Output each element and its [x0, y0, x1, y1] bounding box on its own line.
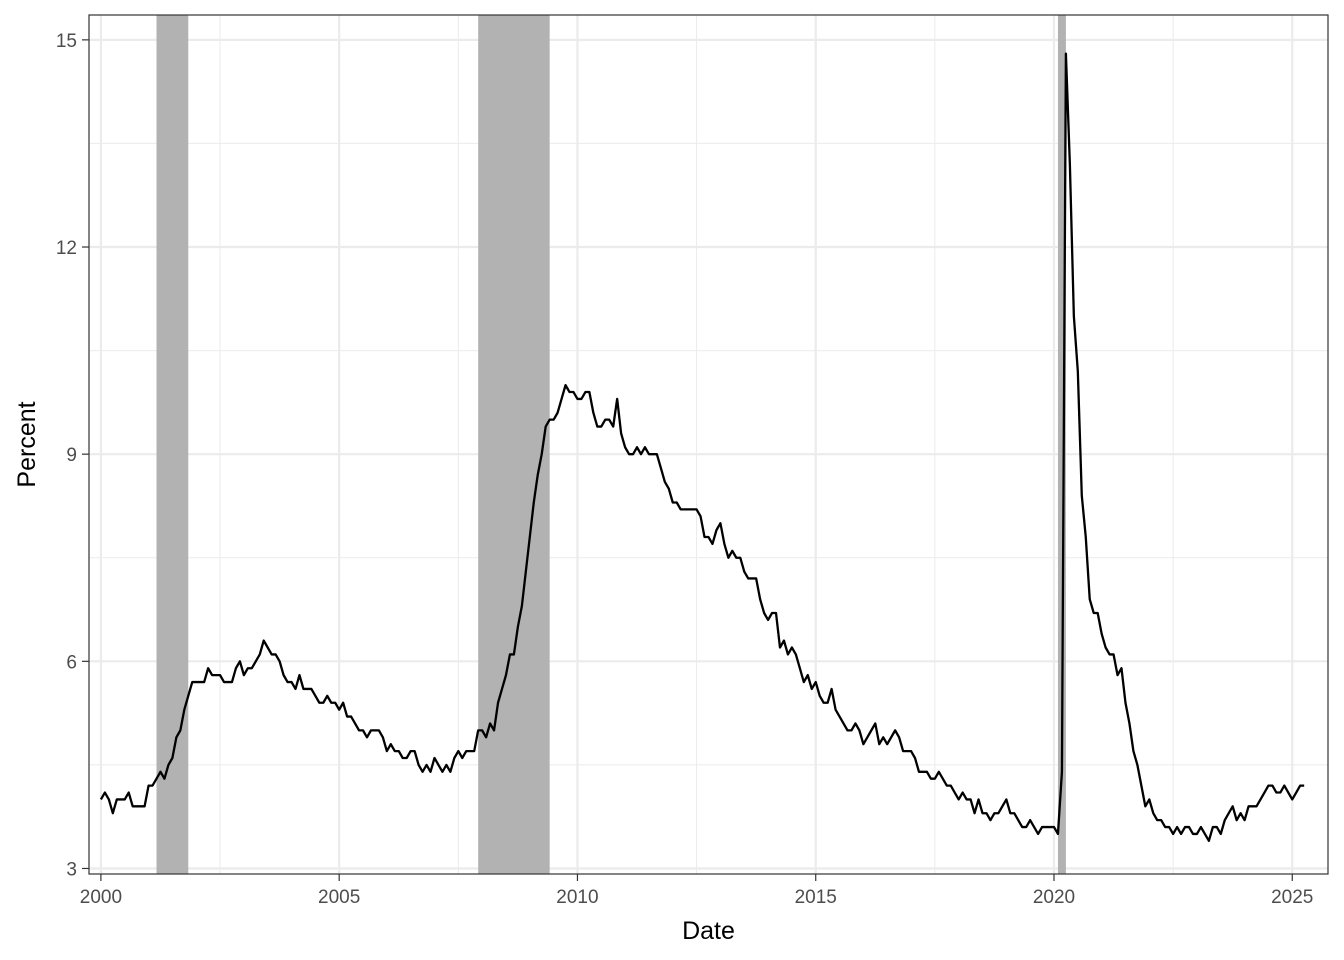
x-tick-label: 2020 — [1033, 887, 1075, 908]
y-axis: 3 6 9 12 15 — [56, 31, 89, 880]
y-tick-label: 12 — [56, 238, 77, 259]
y-tick-label: 6 — [66, 652, 77, 673]
recession-band — [478, 15, 550, 874]
y-tick-label: 3 — [66, 859, 77, 880]
recession-band — [156, 15, 189, 874]
x-tick-label: 2015 — [795, 887, 837, 908]
panel-border — [88, 14, 1329, 875]
y-tick-label: 15 — [56, 31, 77, 52]
y-tick-label: 9 — [66, 445, 77, 466]
panel-background — [89, 15, 1328, 874]
x-tick-label: 2000 — [80, 887, 122, 908]
recession-band — [1057, 15, 1066, 874]
major-gridlines — [89, 15, 1328, 874]
minor-gridlines — [89, 15, 1328, 874]
x-axis: 2000 2005 2010 2015 2020 2025 — [80, 874, 1313, 908]
series-line — [99, 52, 1305, 843]
x-tick-label: 2005 — [318, 887, 360, 908]
y-axis-title: Percent — [13, 401, 41, 487]
x-axis-title: Date — [682, 917, 735, 945]
plot-panel — [88, 14, 1329, 875]
x-tick-label: 2025 — [1271, 887, 1313, 908]
recession-bands — [156, 15, 1066, 874]
x-tick-label: 2010 — [556, 887, 598, 908]
